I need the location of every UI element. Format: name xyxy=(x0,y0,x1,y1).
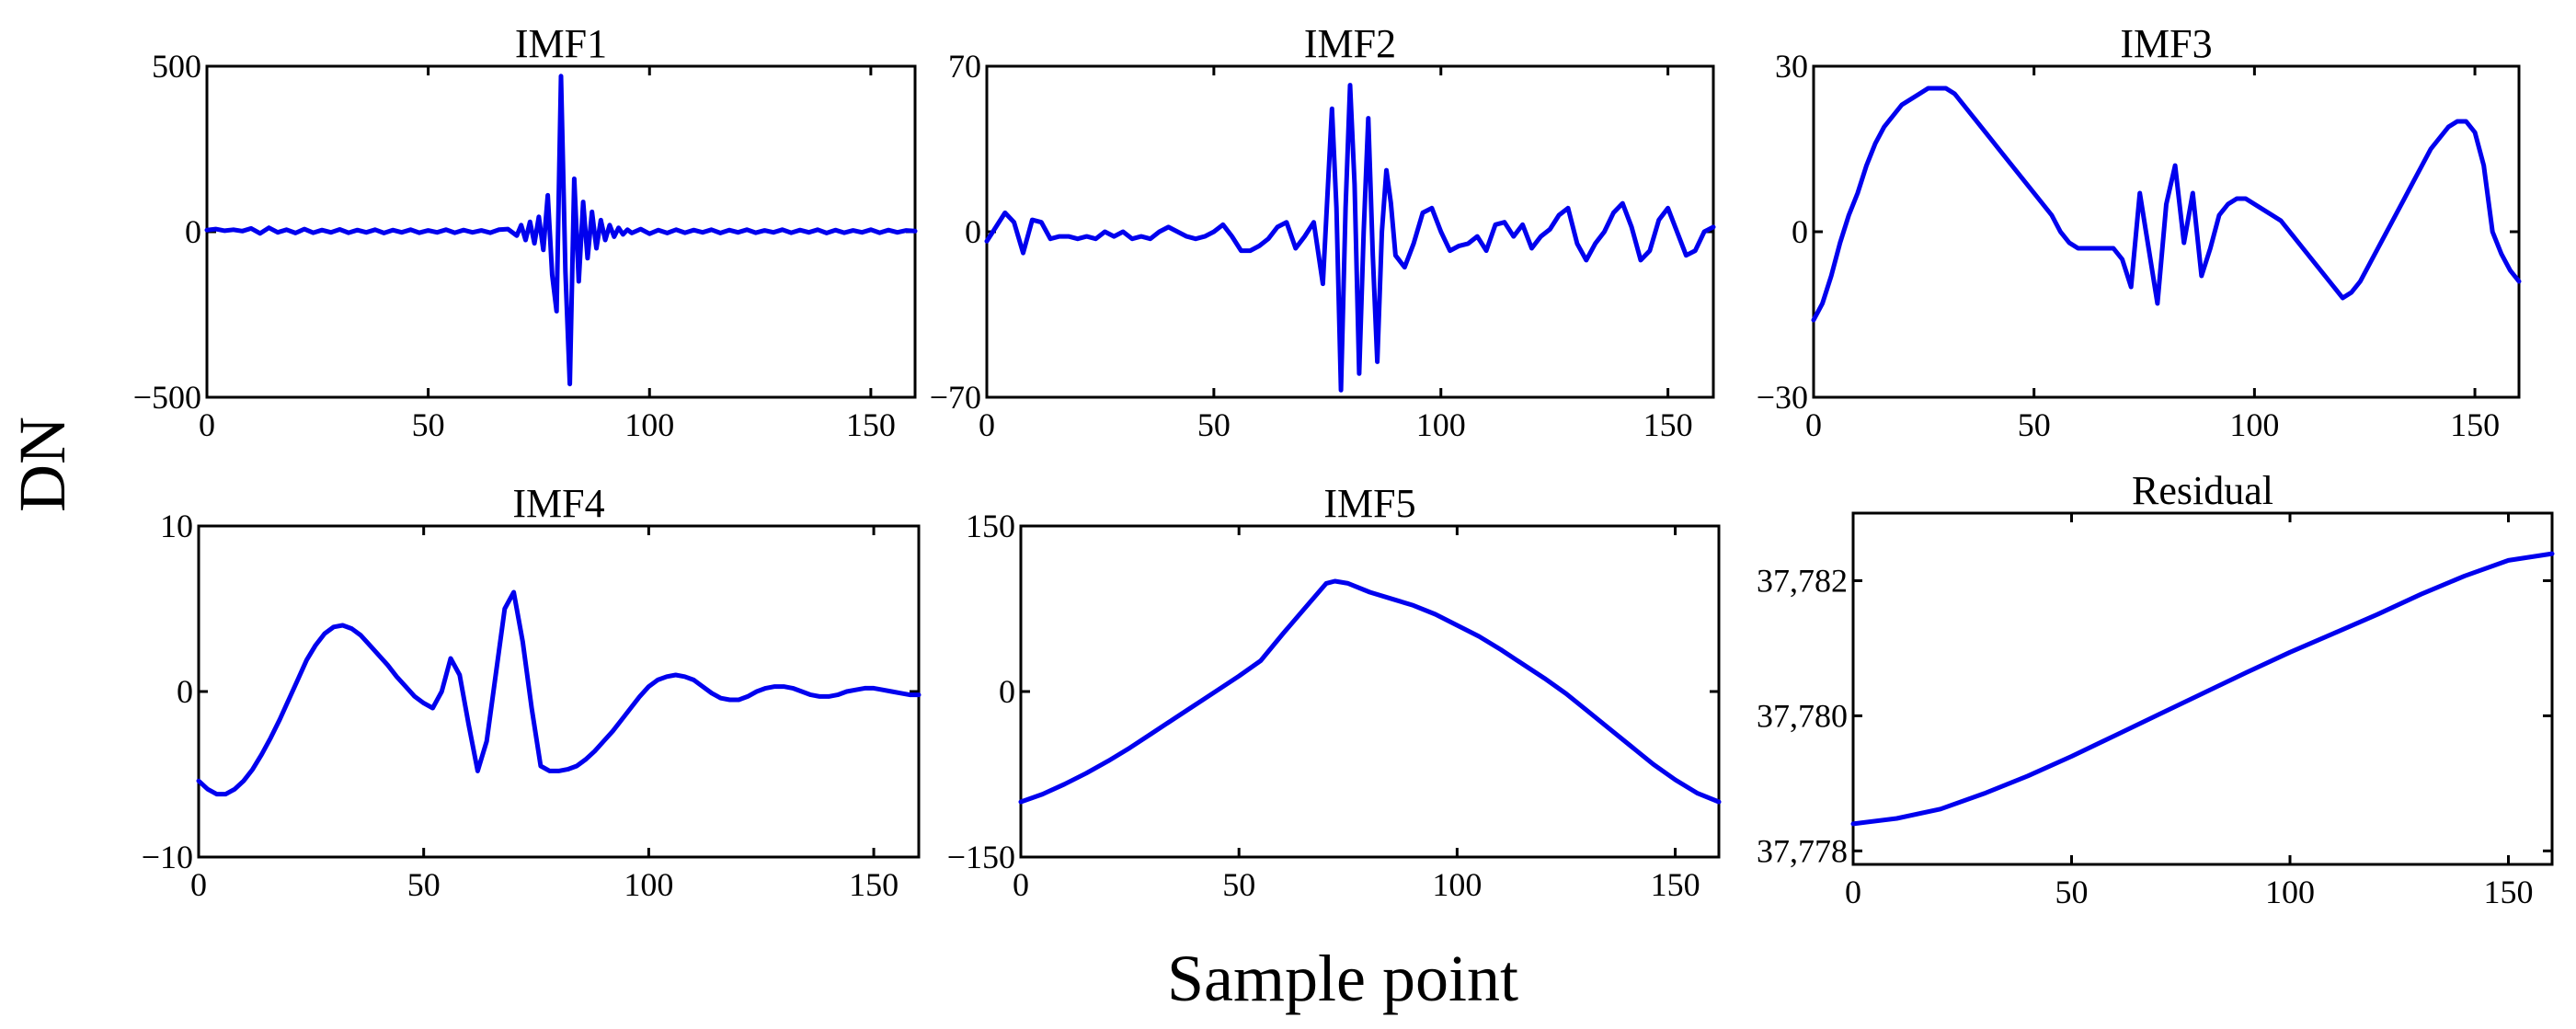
imf2-x-tick-label: 0 xyxy=(979,406,995,443)
residual-x-tick-label: 50 xyxy=(2055,874,2089,910)
imf1-title: IMF1 xyxy=(515,21,607,66)
imf3-y-tick-label: 30 xyxy=(1775,48,1808,85)
imf2-y-tick-label: 70 xyxy=(948,48,981,85)
residual-x-tick-label: 150 xyxy=(2484,874,2534,910)
imf1-x-tick-label: 0 xyxy=(199,406,215,443)
imf3-x-tick-label: 150 xyxy=(2450,406,2500,443)
imf2-x-tick-label: 150 xyxy=(1643,406,1693,443)
residual-x-tick-label: 100 xyxy=(2265,874,2315,910)
imf5-x-tick-label: 100 xyxy=(1432,866,1482,903)
imf5-x-tick-label: 0 xyxy=(1013,866,1029,903)
imf2-series-line xyxy=(984,83,1716,393)
imf4-plot-frame xyxy=(197,524,921,859)
imf5-y-tick-label: 150 xyxy=(966,508,1015,544)
imf1-y-tick-label: −500 xyxy=(133,379,201,416)
imf1-x-tick-label: 50 xyxy=(412,406,445,443)
residual-y-tick-label: 37,782 xyxy=(1757,562,1848,599)
imf2-x-tick-label: 50 xyxy=(1197,406,1231,443)
imf5-plot-frame xyxy=(1019,524,1721,859)
imf1-x-tick-label: 100 xyxy=(624,406,674,443)
imf5-x-tick-label: 150 xyxy=(1651,866,1700,903)
imf5-y-tick-label: 0 xyxy=(999,673,1015,710)
imf1-x-tick-label: 150 xyxy=(846,406,896,443)
residual-x-tick-label: 0 xyxy=(1845,874,1861,910)
imf2-title: IMF2 xyxy=(1304,21,1396,66)
residual-title: Residual xyxy=(2132,468,2273,513)
imf5-x-tick-label: 50 xyxy=(1222,866,1255,903)
imf3-x-tick-label: 50 xyxy=(2018,406,2051,443)
imf5-y-tick-label: −150 xyxy=(947,839,1015,875)
imf1-y-tick-label: 500 xyxy=(152,48,201,85)
imf4-y-tick-label: 10 xyxy=(160,508,193,544)
imf3-plot-frame xyxy=(1812,64,2521,399)
imf4-y-tick-label: −10 xyxy=(142,839,193,875)
imf4-x-tick-label: 150 xyxy=(849,866,899,903)
imf3-series-line xyxy=(1811,86,2522,323)
imf3-x-tick-label: 0 xyxy=(1805,406,1822,443)
imf3-y-tick-label: −30 xyxy=(1757,379,1808,416)
residual-plot-frame xyxy=(1851,511,2554,866)
imf5-title: IMF5 xyxy=(1323,481,1415,526)
imf2-x-tick-label: 100 xyxy=(1416,406,1466,443)
imf5-series-line xyxy=(1018,578,1722,805)
imf1-series-line xyxy=(204,74,918,387)
panel-residual: Residual 0 50 100 150 37,778 37,780 37,782 xyxy=(1757,468,2555,910)
imf3-x-tick-label: 100 xyxy=(2229,406,2279,443)
imf4-title: IMF4 xyxy=(512,481,604,526)
residual-y-tick-label: 37,778 xyxy=(1757,832,1848,869)
x-axis-label: Sample point xyxy=(1167,942,1518,1015)
imf4-x-tick-label: 50 xyxy=(407,866,441,903)
residual-y-tick-label: 37,780 xyxy=(1757,697,1848,734)
imf4-x-tick-label: 100 xyxy=(624,866,673,903)
residual-series-line xyxy=(1850,551,2555,827)
imf2-y-tick-label: 0 xyxy=(965,213,981,250)
imf3-title: IMF3 xyxy=(2120,21,2212,66)
imf3-y-tick-label: 0 xyxy=(1792,213,1808,250)
imf4-series-line xyxy=(196,589,922,797)
imf1-y-tick-label: 0 xyxy=(185,213,201,250)
imf2-y-tick-label: −70 xyxy=(930,379,981,416)
imf4-x-tick-label: 0 xyxy=(190,866,207,903)
y-axis-label: DN xyxy=(6,417,79,512)
imf4-y-tick-label: 0 xyxy=(177,673,193,710)
